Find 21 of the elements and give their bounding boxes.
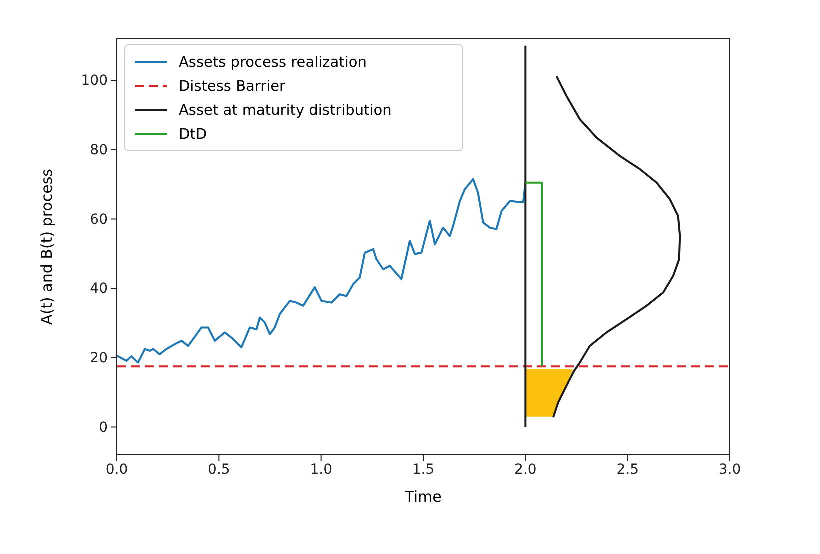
y-tick-label: 60 [90, 212, 108, 228]
y-tick-label: 100 [81, 73, 108, 90]
line-series [552, 75, 682, 419]
y-tick-label: 0 [99, 420, 108, 436]
x-tick-label: 1.0 [310, 462, 332, 478]
x-tick-label: 0.0 [106, 462, 128, 478]
x-tick-label: 0.5 [208, 462, 230, 478]
x-tick-label: 3.0 [718, 462, 742, 478]
legend-label: Assets process realization [179, 55, 367, 71]
y-axis-title: A(t) and B(t) process [38, 168, 56, 325]
y-tick-label: 40 [90, 281, 108, 298]
x-tick-label: 2.0 [514, 462, 537, 478]
legend-label: DtD [179, 127, 208, 143]
legend-label: Asset at maturity distribution [179, 103, 392, 119]
x-axis-title: Time [404, 488, 442, 506]
y-tick-label: 20 [90, 350, 108, 366]
legend-label: Distess Barrier [179, 79, 286, 95]
x-tick-label: 2.5 [616, 462, 639, 478]
x-tick-label: 1.5 [412, 462, 435, 478]
y-tick-label: 80 [90, 142, 108, 158]
line-series [116, 178, 527, 364]
